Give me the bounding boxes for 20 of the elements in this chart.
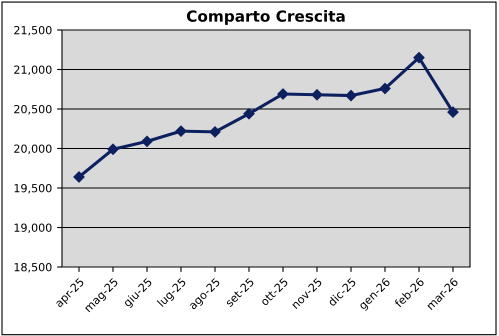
chart-title: Comparto Crescita [186, 10, 345, 25]
point [107, 144, 119, 155]
y-tick-label: 19,500 [14, 184, 52, 194]
y-tick-label: 21,000 [14, 65, 52, 76]
point [447, 106, 459, 118]
y-tick-label: 20,500 [14, 104, 52, 115]
y-tick-label: 18,500 [14, 262, 52, 273]
point [73, 171, 85, 183]
point [209, 126, 221, 138]
point [141, 136, 153, 147]
point [379, 82, 391, 94]
point [413, 52, 425, 64]
point [175, 126, 187, 137]
y-tick-label: 21,500 [14, 26, 52, 36]
y-tick-label: 19,000 [14, 223, 52, 234]
point [277, 88, 289, 100]
y-tick-label: 20,000 [14, 144, 52, 154]
point [243, 108, 255, 120]
point [311, 89, 323, 100]
point [345, 90, 357, 102]
